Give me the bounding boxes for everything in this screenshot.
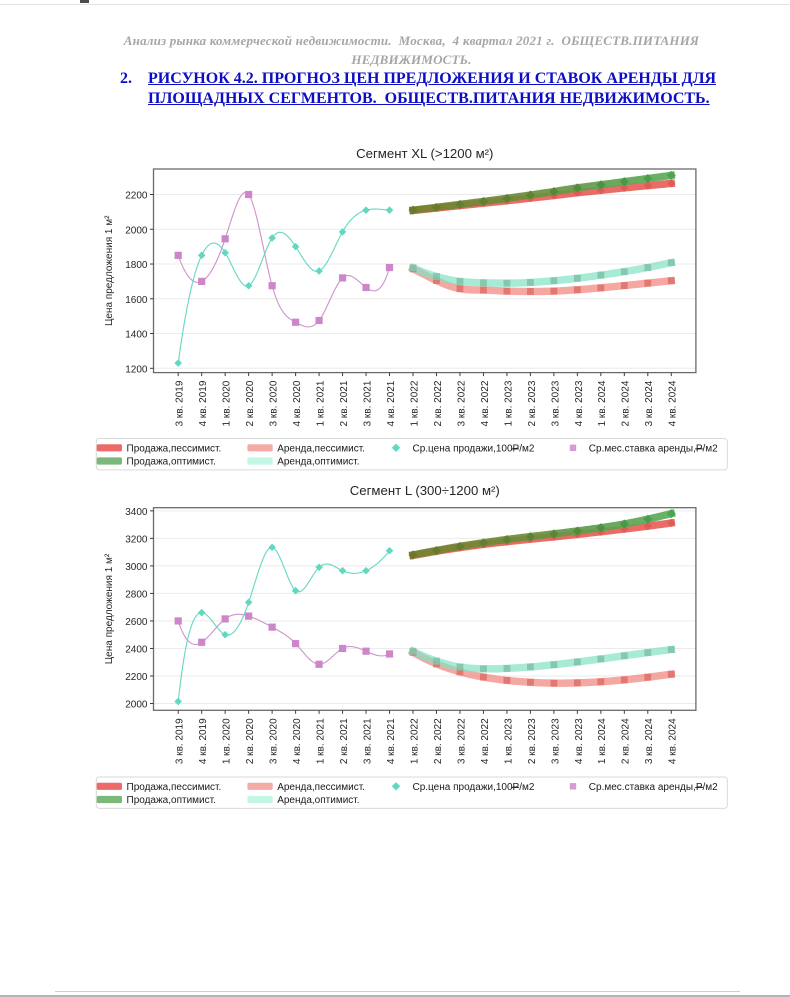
svg-text:2 кв. 2023: 2 кв. 2023	[527, 718, 538, 764]
svg-text:2 кв. 2022: 2 кв. 2022	[433, 380, 444, 426]
svg-text:4 кв. 2020: 4 кв. 2020	[292, 718, 303, 764]
svg-text:2 кв. 2023: 2 кв. 2023	[527, 380, 538, 426]
svg-text:3 кв. 2021: 3 кв. 2021	[362, 718, 373, 764]
svg-text:1 кв. 2020: 1 кв. 2020	[222, 718, 233, 764]
svg-text:1 кв. 2024: 1 кв. 2024	[597, 380, 608, 426]
svg-text:2 кв. 2021: 2 кв. 2021	[339, 380, 350, 426]
svg-text:4 кв. 2023: 4 кв. 2023	[574, 718, 585, 764]
svg-text:2200: 2200	[125, 191, 148, 202]
svg-text:Аренда,оптимист.: Аренда,оптимист.	[277, 457, 359, 468]
svg-text:3 кв. 2023: 3 кв. 2023	[550, 718, 561, 764]
svg-text:3 кв. 2021: 3 кв. 2021	[362, 380, 373, 426]
svg-text:Сегмент L (300÷1200 м²): Сегмент L (300÷1200 м²)	[350, 483, 500, 498]
svg-text:Продажа,пессимист.: Продажа,пессимист.	[127, 443, 222, 454]
svg-text:1 кв. 2021: 1 кв. 2021	[315, 380, 326, 426]
svg-text:1 кв. 2021: 1 кв. 2021	[315, 718, 326, 764]
svg-text:4 кв. 2021: 4 кв. 2021	[386, 380, 397, 426]
svg-text:4 кв. 2021: 4 кв. 2021	[386, 718, 397, 764]
svg-text:Ср.цена продажи,100Р/м2: Ср.цена продажи,100Р/м2	[413, 782, 535, 793]
svg-text:4 кв. 2019: 4 кв. 2019	[198, 718, 209, 764]
svg-text:4 кв. 2020: 4 кв. 2020	[292, 380, 303, 426]
svg-text:Сегмент XL (>1200 м²): Сегмент XL (>1200 м²)	[356, 146, 493, 161]
svg-text:Аренда,оптимист.: Аренда,оптимист.	[277, 795, 359, 806]
svg-text:4 кв. 2024: 4 кв. 2024	[668, 380, 679, 426]
svg-text:2200: 2200	[125, 672, 148, 683]
svg-text:3 кв. 2023: 3 кв. 2023	[550, 380, 561, 426]
svg-text:2000: 2000	[125, 225, 148, 236]
svg-text:1 кв. 2022: 1 кв. 2022	[409, 380, 420, 426]
svg-text:1200: 1200	[125, 365, 148, 376]
svg-text:1 кв. 2023: 1 кв. 2023	[503, 380, 514, 426]
svg-text:1600: 1600	[125, 295, 148, 306]
svg-text:1800: 1800	[125, 260, 148, 271]
svg-text:2600: 2600	[125, 617, 148, 628]
svg-text:3400: 3400	[125, 507, 148, 518]
svg-text:1 кв. 2024: 1 кв. 2024	[597, 718, 608, 764]
svg-text:3 кв. 2022: 3 кв. 2022	[456, 380, 467, 426]
svg-text:3 кв. 2024: 3 кв. 2024	[644, 718, 655, 764]
svg-text:1 кв. 2023: 1 кв. 2023	[503, 718, 514, 764]
svg-text:Ср.мес.ставка аренды,Р/м2: Ср.мес.ставка аренды,Р/м2	[589, 782, 718, 793]
svg-text:2 кв. 2022: 2 кв. 2022	[433, 718, 444, 764]
svg-text:1 кв. 2022: 1 кв. 2022	[409, 718, 420, 764]
svg-text:4 кв. 2023: 4 кв. 2023	[574, 380, 585, 426]
svg-text:3 кв. 2022: 3 кв. 2022	[456, 718, 467, 764]
svg-text:3200: 3200	[125, 535, 148, 546]
svg-text:2 кв. 2024: 2 кв. 2024	[621, 380, 632, 426]
svg-text:Аренда,пессимист.: Аренда,пессимист.	[277, 443, 365, 454]
svg-text:Продажа,оптимист.: Продажа,оптимист.	[127, 795, 216, 806]
svg-text:1 кв. 2020: 1 кв. 2020	[222, 380, 233, 426]
svg-text:2 кв. 2020: 2 кв. 2020	[245, 380, 256, 426]
svg-text:Цена предложения 1 м²: Цена предложения 1 м²	[104, 553, 115, 664]
svg-text:2800: 2800	[125, 590, 148, 601]
svg-text:2 кв. 2021: 2 кв. 2021	[339, 718, 350, 764]
svg-text:4 кв. 2022: 4 кв. 2022	[480, 380, 491, 426]
svg-text:3 кв. 2020: 3 кв. 2020	[269, 718, 280, 764]
svg-text:3000: 3000	[125, 562, 148, 573]
svg-text:4 кв. 2022: 4 кв. 2022	[480, 718, 491, 764]
svg-text:3 кв. 2024: 3 кв. 2024	[644, 380, 655, 426]
svg-text:4 кв. 2024: 4 кв. 2024	[668, 718, 679, 764]
svg-text:3 кв. 2020: 3 кв. 2020	[269, 380, 280, 426]
svg-text:2400: 2400	[125, 645, 148, 656]
svg-text:Продажа,оптимист.: Продажа,оптимист.	[127, 457, 216, 468]
svg-text:1400: 1400	[125, 330, 148, 341]
svg-text:2 кв. 2020: 2 кв. 2020	[245, 718, 256, 764]
svg-text:2000: 2000	[125, 700, 148, 711]
svg-text:Ср.цена продажи,100Р/м2: Ср.цена продажи,100Р/м2	[413, 443, 535, 454]
svg-text:3 кв. 2019: 3 кв. 2019	[175, 718, 186, 764]
svg-text:Ср.мес.ставка аренды,Р/м2: Ср.мес.ставка аренды,Р/м2	[589, 443, 718, 454]
svg-text:3 кв. 2019: 3 кв. 2019	[175, 380, 186, 426]
svg-text:4 кв. 2019: 4 кв. 2019	[198, 380, 209, 426]
svg-text:2 кв. 2024: 2 кв. 2024	[621, 718, 632, 764]
svg-text:Аренда,пессимист.: Аренда,пессимист.	[277, 782, 365, 793]
svg-text:Продажа,пессимист.: Продажа,пессимист.	[127, 782, 222, 793]
svg-text:Цена предложения 1 м²: Цена предложения 1 м²	[104, 215, 115, 326]
